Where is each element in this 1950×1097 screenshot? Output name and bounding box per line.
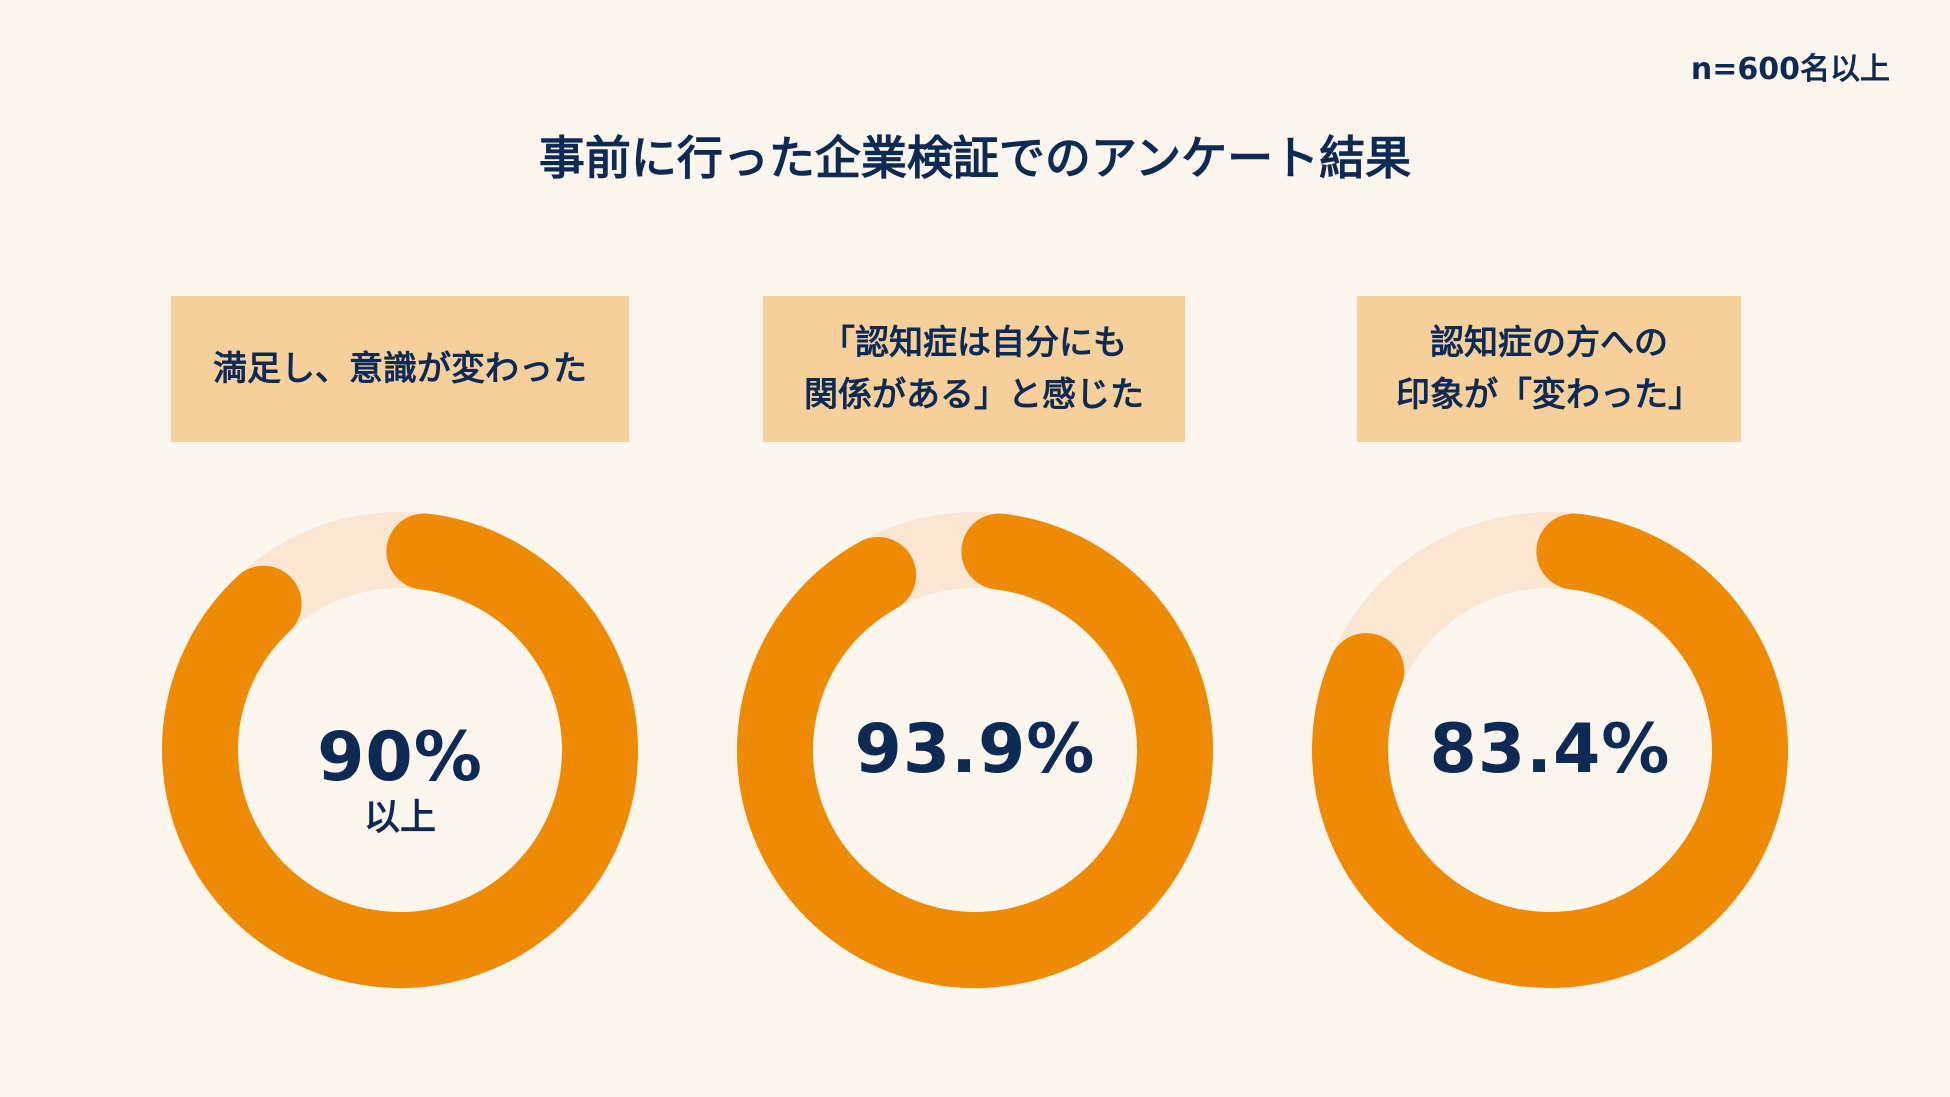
page-title: 事前に行った企業検証でのアンケート結果 bbox=[538, 131, 1412, 185]
donut-chart-impression: 83.4% bbox=[1310, 510, 1790, 990]
donut-center-satisfied: 90% 以上 bbox=[160, 510, 640, 990]
percent-suffix: 以上 bbox=[363, 797, 436, 838]
percent-value: 90% bbox=[317, 718, 483, 797]
donut-svg-impression bbox=[1312, 512, 1788, 988]
label-text-relevant: 「認知症は自分にも 関係がある」と感じた bbox=[804, 323, 1144, 415]
percent-value: 83.4% bbox=[1429, 710, 1671, 789]
label-box-impression: 認知症の方への 印象が「変わった」 bbox=[1357, 296, 1741, 442]
donut-chart-satisfied: 90% 以上 bbox=[160, 510, 640, 990]
percent-value: 93.9% bbox=[854, 710, 1096, 789]
donut-chart-relevant: 93.9% bbox=[735, 510, 1215, 990]
label-text-impression: 認知症の方への 印象が「変わった」 bbox=[1396, 323, 1702, 415]
donut-arc bbox=[737, 513, 1213, 988]
label-box-relevant: 「認知症は自分にも 関係がある」と感じた bbox=[763, 296, 1185, 442]
label-box-satisfied: 満足し、意識が変わった bbox=[171, 296, 629, 442]
label-text-satisfied: 満足し、意識が変わった bbox=[213, 349, 587, 389]
donut-center-relevant: 93.9% bbox=[735, 510, 1215, 990]
donut-center-impression: 83.4% bbox=[1310, 510, 1790, 990]
donut-arc bbox=[162, 513, 638, 988]
donut-arc bbox=[1312, 513, 1788, 988]
donut-svg-satisfied bbox=[162, 512, 638, 988]
sample-size-note: n=600名以上 bbox=[1690, 52, 1890, 87]
donut-svg-relevant bbox=[737, 512, 1213, 988]
